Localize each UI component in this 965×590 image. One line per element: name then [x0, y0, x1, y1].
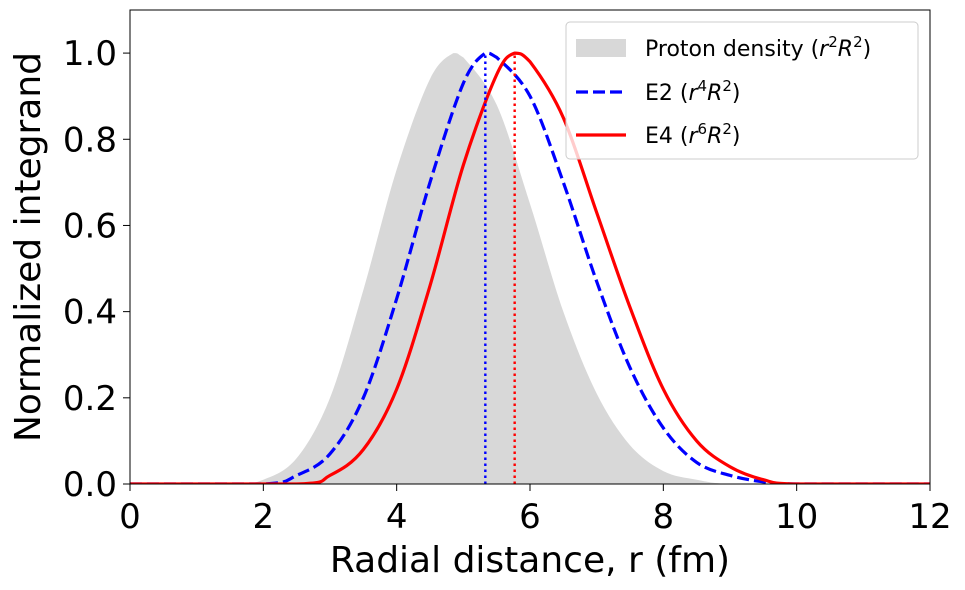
legend: Proton density (r2R2) E2 (r4R2) E4 (r6R2) — [565, 21, 919, 160]
legend-label-1: E2 (r4R2) — [645, 77, 741, 106]
x-tick-label: 0 — [119, 497, 141, 537]
legend-label-2: E4 (r6R2) — [645, 120, 741, 149]
y-tick-label: 0.8 — [63, 120, 117, 160]
x-tick-label: 10 — [775, 497, 818, 537]
x-tick-label: 8 — [653, 497, 675, 537]
series-2-line — [130, 51, 930, 484]
x-tick-label: 2 — [253, 497, 275, 537]
legend-label-0: Proton density (r2R2) — [645, 33, 871, 62]
axis-ticks: 0 2 4 6 8 10 12 0.0 0.2 0.4 0.6 0.8 1.0 — [63, 34, 952, 537]
y-tick-label: 0.2 — [63, 379, 117, 419]
legend-box — [565, 21, 919, 160]
legend-swatch-0 — [576, 39, 626, 57]
y-tick-label: 1.0 — [63, 34, 117, 74]
x-tick-label: 6 — [519, 497, 541, 537]
y-tick-label: 0.0 — [63, 465, 117, 505]
y-axis-label: Normalized integrand — [8, 52, 49, 442]
plot-area — [130, 51, 930, 484]
series-0-area — [130, 53, 930, 484]
x-axis-label: Radial distance, r (fm) — [330, 540, 730, 581]
x-tick-label: 4 — [386, 497, 408, 537]
x-tick-label: 12 — [908, 497, 951, 537]
y-tick-label: 0.4 — [63, 293, 117, 333]
series-1-line — [130, 51, 930, 484]
y-tick-label: 0.6 — [63, 206, 117, 246]
